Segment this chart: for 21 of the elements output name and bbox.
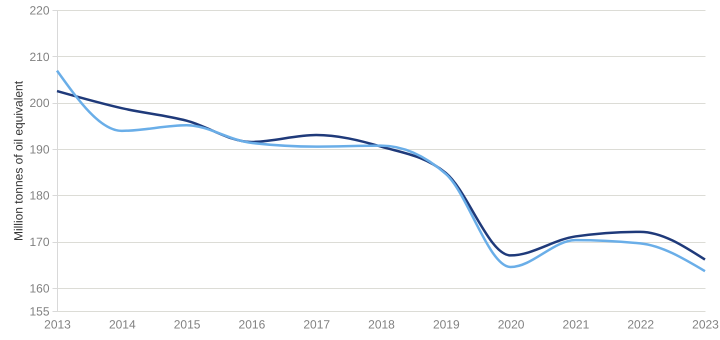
x-tick-label: 2018 [368,318,396,332]
x-tick-label: 2022 [627,318,654,332]
x-tick-label: 2014 [108,318,136,332]
x-tick-label: 2020 [498,318,525,332]
x-tick-label: 2015 [174,318,201,332]
y-tick-label: 155 [29,304,50,318]
x-tick-label: 2021 [562,318,590,332]
x-tick-label: 2017 [303,318,330,332]
y-axis-title: Million tonnes of oil equivalent [11,80,26,242]
y-tick-label: 220 [29,4,50,18]
x-tick-label: 2016 [238,318,266,332]
y-tick-label: 210 [29,50,50,64]
y-tick-label: 170 [29,235,50,250]
y-tick-label: 160 [29,281,50,296]
y-tick-label: 180 [29,188,50,203]
x-tick-label: 2023 [692,318,720,332]
y-tick-label: 190 [29,142,50,156]
line-series [56,69,706,272]
x-tick-label: 2019 [432,318,460,332]
x-tick-label: 2013 [44,318,72,332]
y-tick-label: 200 [29,96,50,110]
